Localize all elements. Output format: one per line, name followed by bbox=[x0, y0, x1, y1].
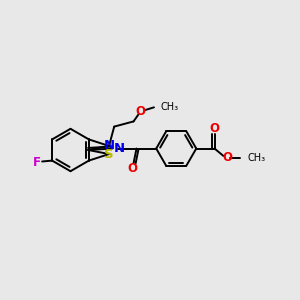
Text: N: N bbox=[103, 140, 115, 152]
Text: F: F bbox=[33, 156, 41, 169]
Text: CH₃: CH₃ bbox=[161, 102, 179, 112]
Text: CH₃: CH₃ bbox=[247, 153, 265, 163]
Text: O: O bbox=[222, 152, 232, 164]
Text: S: S bbox=[104, 148, 114, 160]
Text: O: O bbox=[127, 162, 137, 175]
Text: N: N bbox=[113, 142, 125, 155]
Text: O: O bbox=[136, 105, 146, 118]
Text: O: O bbox=[209, 122, 220, 135]
